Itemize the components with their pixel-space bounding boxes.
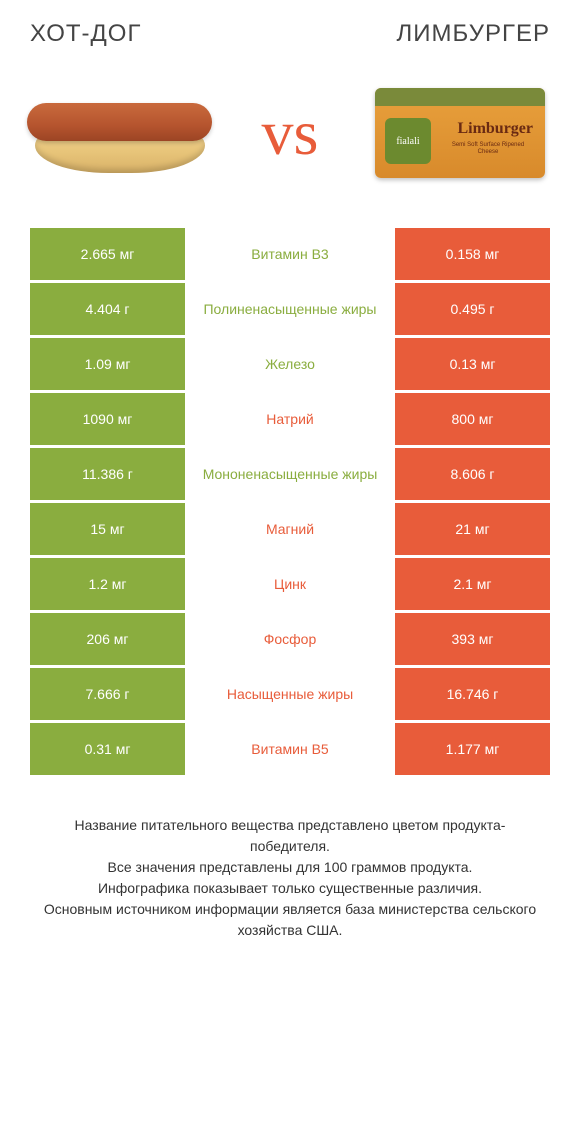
hero-row: vs fialali Limburger Semi Soft Surface R…	[30, 68, 550, 198]
value-right: 0.495 г	[395, 283, 550, 335]
value-left: 1.2 мг	[30, 558, 185, 610]
comparison-table: 2.665 мгВитамин B30.158 мг4.404 гПолинен…	[30, 228, 550, 775]
value-right: 1.177 мг	[395, 723, 550, 775]
value-right: 21 мг	[395, 503, 550, 555]
table-row: 7.666 гНасыщенные жиры16.746 г	[30, 668, 550, 720]
nutrient-label: Цинк	[185, 558, 395, 610]
table-row: 1.2 мгЦинк2.1 мг	[30, 558, 550, 610]
value-right: 2.1 мг	[395, 558, 550, 610]
nutrient-label: Полиненасыщенные жиры	[185, 283, 395, 335]
value-right: 0.158 мг	[395, 228, 550, 280]
value-left: 1.09 мг	[30, 338, 185, 390]
value-right: 16.746 г	[395, 668, 550, 720]
footer-line: Все значения представлены для 100 граммо…	[40, 857, 540, 878]
limburger-illustration: fialali Limburger Semi Soft Surface Ripe…	[370, 78, 550, 188]
title-left: Хот-дог	[30, 20, 141, 48]
table-row: 206 мгФосфор393 мг	[30, 613, 550, 665]
table-row: 1.09 мгЖелезо0.13 мг	[30, 338, 550, 390]
value-left: 15 мг	[30, 503, 185, 555]
nutrient-label: Витамин B5	[185, 723, 395, 775]
nutrient-label: Магний	[185, 503, 395, 555]
footer-line: Название питательного вещества представл…	[40, 815, 540, 857]
value-right: 8.606 г	[395, 448, 550, 500]
table-row: 0.31 мгВитамин B51.177 мг	[30, 723, 550, 775]
nutrient-label: Витамин B3	[185, 228, 395, 280]
value-left: 1090 мг	[30, 393, 185, 445]
limburger-sub-label: Semi Soft Surface Ripened Cheese	[443, 142, 533, 156]
value-right: 0.13 мг	[395, 338, 550, 390]
titles-row: Хот-дог Лимбургер	[30, 20, 550, 48]
value-left: 11.386 г	[30, 448, 185, 500]
footer-line: Основным источником информации является …	[40, 899, 540, 941]
value-left: 0.31 мг	[30, 723, 185, 775]
value-left: 7.666 г	[30, 668, 185, 720]
nutrient-label: Мононенасыщенные жиры	[185, 448, 395, 500]
nutrient-label: Фосфор	[185, 613, 395, 665]
limburger-badge: fialali	[385, 118, 431, 164]
footer-line: Инфографика показывает только существенн…	[40, 878, 540, 899]
table-row: 15 мгМагний21 мг	[30, 503, 550, 555]
footer-notes: Название питательного вещества представл…	[30, 815, 550, 941]
value-left: 206 мг	[30, 613, 185, 665]
value-left: 4.404 г	[30, 283, 185, 335]
nutrient-label: Натрий	[185, 393, 395, 445]
value-right: 393 мг	[395, 613, 550, 665]
table-row: 2.665 мгВитамин B30.158 мг	[30, 228, 550, 280]
nutrient-label: Железо	[185, 338, 395, 390]
limburger-main-label: Limburger	[457, 120, 533, 138]
table-row: 1090 мгНатрий800 мг	[30, 393, 550, 445]
hotdog-illustration	[30, 78, 210, 188]
table-row: 11.386 гМононенасыщенные жиры8.606 г	[30, 448, 550, 500]
vs-label: vs	[262, 96, 319, 170]
table-row: 4.404 гПолиненасыщенные жиры0.495 г	[30, 283, 550, 335]
title-right: Лимбургер	[397, 20, 550, 48]
nutrient-label: Насыщенные жиры	[185, 668, 395, 720]
value-right: 800 мг	[395, 393, 550, 445]
value-left: 2.665 мг	[30, 228, 185, 280]
